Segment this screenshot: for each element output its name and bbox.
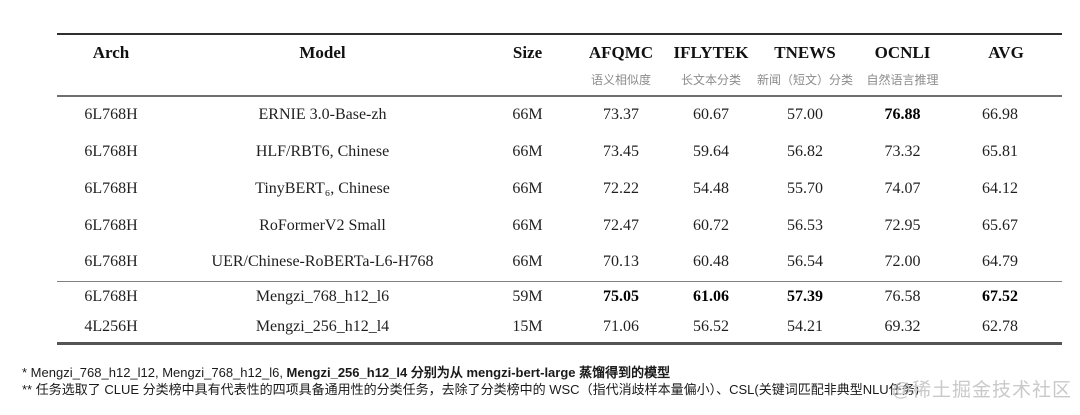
cell-score: 67.52 xyxy=(982,287,1018,305)
col-avg: AVG xyxy=(950,34,1062,96)
cell-score: 60.67 xyxy=(693,106,729,123)
cell-size: 59M xyxy=(512,287,543,305)
col-iflytek: IFLYTEK 长文本分类 xyxy=(667,34,755,96)
cell-score: 56.53 xyxy=(787,216,823,234)
cell-size: 66M xyxy=(512,142,543,160)
cell-score: 70.13 xyxy=(603,253,639,271)
cell-score: 61.06 xyxy=(693,287,729,305)
col-afqmc: AFQMC 语义相似度 xyxy=(575,34,667,96)
cell-score: 60.72 xyxy=(693,216,729,234)
col-label-size: Size xyxy=(512,43,543,62)
cell-size: 66M xyxy=(512,253,543,271)
col-size: Size xyxy=(480,34,575,96)
cell-score: 54.48 xyxy=(693,179,729,197)
cell-size: 66M xyxy=(512,179,543,197)
footnote-1-bold: Mengzi_256_h12_l4 分别为从 mengzi-bert-large… xyxy=(286,365,671,380)
cell-score: 55.70 xyxy=(787,179,823,197)
col-sublabel-tnews: 新闻（短文）分类 xyxy=(756,73,853,87)
cell-score: 56.52 xyxy=(693,317,729,335)
table-header-row: Arch Model Size AFQMC 语义相似度 IFLYTEK xyxy=(57,34,1062,96)
cell-score: 65.81 xyxy=(982,142,1018,160)
benchmark-table-wrap: Arch Model Size AFQMC 语义相似度 IFLYTEK xyxy=(57,33,1062,345)
cell-model: Mengzi_256_h12_l4 xyxy=(255,317,390,335)
cell-score: 56.54 xyxy=(787,253,823,271)
cell-score: 62.78 xyxy=(982,317,1018,335)
col-label-ocnli: OCNLI xyxy=(874,43,931,62)
cell-model: Mengzi_768_h12_l6 xyxy=(255,287,390,305)
cell-arch: 4L256H xyxy=(84,317,138,335)
col-arch: Arch xyxy=(57,34,165,96)
col-sublabel-afqmc: 语义相似度 xyxy=(590,73,651,87)
table-row: 6L768H HLF/RBT6, Chinese 66M 73.45 59.64… xyxy=(57,133,1062,170)
cell-score: 76.88 xyxy=(884,106,921,123)
cell-arch: 6L768H xyxy=(84,287,138,305)
table-row: 4L256H Mengzi_256_h12_l4 15M 71.06 56.52… xyxy=(57,312,1062,343)
cell-score: 66.98 xyxy=(982,106,1018,123)
col-label-avg: AVG xyxy=(988,43,1024,62)
col-label-model: Model xyxy=(299,43,346,62)
table-body: 6L768H ERNIE 3.0-Base-zh 66M 73.37 60.67… xyxy=(57,96,1062,343)
cell-size: 66M xyxy=(512,106,543,123)
watermark: @稀土掘金技术社区 xyxy=(891,380,1072,401)
cell-score: 72.47 xyxy=(603,216,639,234)
footnote-2: ** 任务选取了 CLUE 分类榜中具有代表性的四项具备通用性的分类任务，去除了… xyxy=(22,382,920,397)
col-sublabel-ocnli: 自然语言推理 xyxy=(866,73,939,87)
cell-score: 64.12 xyxy=(982,179,1018,197)
cell-score: 64.79 xyxy=(982,253,1018,271)
benchmark-table: Arch Model Size AFQMC 语义相似度 IFLYTEK xyxy=(57,33,1062,345)
table-row: 6L768H UER/Chinese-RoBERTa-L6-H768 66M 7… xyxy=(57,244,1062,281)
cell-arch: 6L768H xyxy=(84,253,138,271)
table-row: 6L768H RoFormerV2 Small 66M 72.47 60.72 … xyxy=(57,207,1062,244)
cell-model: HLF/RBT6, Chinese xyxy=(255,142,390,160)
cell-score: 73.32 xyxy=(884,142,921,160)
cell-model: TinyBERT₆, Chinese xyxy=(255,179,390,197)
cell-arch: 6L768H xyxy=(84,106,138,123)
cell-score: 76.58 xyxy=(884,287,921,305)
col-label-tnews: TNEWS xyxy=(774,43,836,62)
col-model: Model xyxy=(165,34,480,96)
cell-score: 73.45 xyxy=(603,142,639,160)
col-sublabel-iflytek: 长文本分类 xyxy=(680,73,741,87)
col-label-afqmc: AFQMC xyxy=(588,43,654,62)
cell-score: 56.82 xyxy=(787,142,823,160)
col-tnews: TNEWS 新闻（短文）分类 xyxy=(755,34,855,96)
cell-arch: 6L768H xyxy=(84,142,138,160)
cell-model: UER/Chinese-RoBERTa-L6-H768 xyxy=(211,253,434,271)
cell-score: 72.22 xyxy=(603,179,639,197)
cell-score: 59.64 xyxy=(693,142,729,160)
cell-score: 60.48 xyxy=(693,253,729,271)
cell-arch: 6L768H xyxy=(84,216,138,234)
cell-score: 65.67 xyxy=(982,216,1018,234)
footnote-1: * Mengzi_768_h12_l12, Mengzi_768_h12_l6,… xyxy=(22,364,922,381)
cell-score: 74.07 xyxy=(884,179,921,197)
table-row: 6L768H Mengzi_768_h12_l6 59M 75.05 61.06… xyxy=(57,281,1062,312)
cell-score: 72.95 xyxy=(884,216,921,234)
table-row: 6L768H TinyBERT₆, Chinese 66M 72.22 54.4… xyxy=(57,170,1062,207)
cell-score: 73.37 xyxy=(603,106,639,123)
cell-score: 54.21 xyxy=(787,317,823,335)
cell-score: 57.00 xyxy=(787,106,823,123)
cell-score: 75.05 xyxy=(603,287,639,305)
cell-model: RoFormerV2 Small xyxy=(259,216,386,234)
col-label-iflytek: IFLYTEK xyxy=(673,43,749,62)
cell-arch: 6L768H xyxy=(84,179,138,197)
cell-size: 66M xyxy=(512,216,543,234)
cell-score: 71.06 xyxy=(603,317,639,335)
col-label-arch: Arch xyxy=(92,43,130,62)
footnotes: * Mengzi_768_h12_l12, Mengzi_768_h12_l6,… xyxy=(22,364,922,398)
col-ocnli: OCNLI 自然语言推理 xyxy=(855,34,950,96)
cell-score: 57.39 xyxy=(787,287,823,305)
cell-score: 69.32 xyxy=(884,317,921,335)
table-row: 6L768H ERNIE 3.0-Base-zh 66M 73.37 60.67… xyxy=(57,96,1062,133)
cell-size: 15M xyxy=(512,317,543,335)
cell-model: ERNIE 3.0-Base-zh xyxy=(258,106,387,123)
cell-score: 72.00 xyxy=(884,253,921,271)
footnote-1-normal: * Mengzi_768_h12_l12, Mengzi_768_h12_l6, xyxy=(22,365,287,380)
